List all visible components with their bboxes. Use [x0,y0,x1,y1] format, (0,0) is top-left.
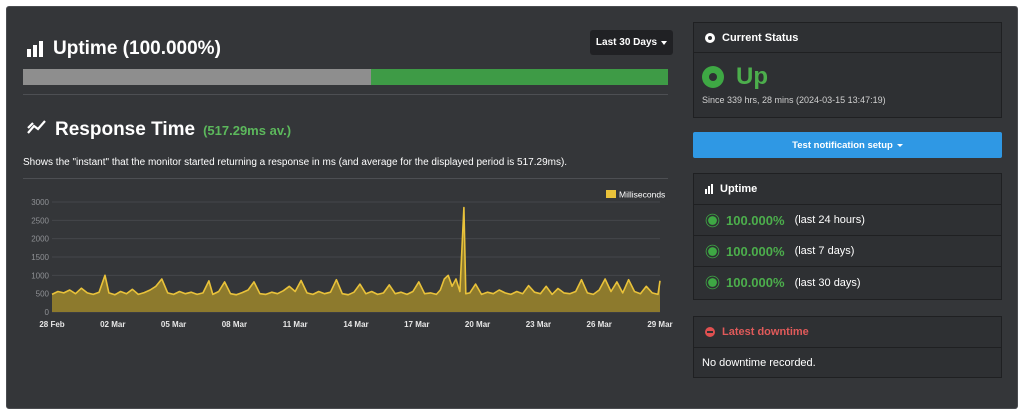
uptime-title: Uptime (100.000%) [53,38,221,59]
uptime-panel-title: Uptime [720,183,758,195]
y-tick-label: 1500 [31,253,49,262]
status-since: Since 339 hrs, 28 mins (2024-03-15 13:47… [702,95,886,105]
uptime-period: (last 24 hours) [794,214,865,226]
legend-swatch [606,190,616,198]
series-area [52,207,660,312]
minus-circle-icon [705,327,715,337]
y-tick-label: 500 [36,290,50,299]
uptime-row: 100.000% (last 30 days) [694,267,1001,298]
range-label: Last 30 Days [595,37,658,48]
response-time-chart: 0 500 1000 1500 2000 2500 3000 28 Feb 02 Mar 05 M… [31,190,672,330]
response-time-description: Shows the "instant" that the monitor sta… [23,157,568,168]
x-tick-label: 20 Mar [465,320,490,329]
y-tick-label: 2500 [31,216,49,225]
latest-downtime-title: Latest downtime [722,326,809,338]
uptime-bar-segment-grey [23,69,372,85]
caret-down-icon [896,143,903,147]
dot-circle-icon [705,32,715,43]
response-time-heading: Response Time (517.29ms av.) [27,119,291,141]
green-badge-icon [708,246,717,256]
x-tick-label: 17 Mar [404,320,429,329]
divider [23,178,668,179]
uptime-bar-segment-green [371,69,668,85]
response-time-title: Response Time [55,119,196,140]
test-notification-label: Test notification setup [792,139,893,151]
trend-line-icon [27,120,46,134]
uptime-period: (last 30 days) [794,276,861,289]
uptime-panel-header: Uptime [694,174,1001,205]
caret-down-icon [661,40,668,45]
status-row: Up [702,63,991,91]
response-time-average: (517.29ms av.) [203,123,292,138]
uptime-pct: 100.000% [726,275,785,290]
left-column: Uptime (100.000%) Last 30 Days Response … [22,7,674,407]
x-tick-label: 08 Mar [222,320,247,329]
legend-label: Milliseconds [619,190,665,200]
up-circle-icon [702,66,724,88]
current-status-title: Current Status [722,31,799,44]
current-status-panel: Current Status Up Since 339 hrs, 28 mins… [693,22,1002,118]
uptime-row: 100.000% (last 24 hours) [694,205,1001,236]
y-tick-label: 3000 [31,198,49,207]
latest-downtime-header: Latest downtime [694,317,1001,348]
x-tick-label: 26 Mar [587,320,612,329]
test-notification-button[interactable]: Test notification setup [693,132,1002,158]
uptime-pct: 100.000% [726,243,785,259]
series-line [51,206,661,296]
status-text: Up [736,63,768,90]
current-status-header: Current Status [694,23,1001,53]
x-tick-label: 23 Mar [526,320,551,329]
green-badge-icon [708,215,717,225]
uptime-heading: Uptime (100.000%) [27,38,221,60]
green-badge-icon [708,278,717,287]
current-status-body: Up Since 339 hrs, 28 mins (2024-03-15 13… [694,53,1001,105]
uptime-bar [23,69,668,85]
x-tick-label: 02 Mar [100,320,125,329]
latest-downtime-panel: Latest downtime No downtime recorded. [693,316,1002,378]
bar-chart-icon [27,41,43,57]
y-tick-label: 0 [45,308,50,317]
uptime-period: (last 7 days) [794,245,855,257]
uptime-row: 100.000% (last 7 days) [694,236,1001,267]
x-tick-label: 14 Mar [343,320,368,329]
y-tick-label: 1000 [31,271,49,280]
range-dropdown-button[interactable]: Last 30 Days [590,30,673,55]
uptime-panel: Uptime 100.000% (last 24 hours) 100.000%… [693,173,1002,300]
divider [23,94,668,95]
x-tick-label: 28 Feb [39,320,64,329]
uptime-pct: 100.000% [726,212,785,228]
bar-chart-icon [705,184,713,194]
y-tick-label: 2000 [31,235,49,244]
x-tick-label: 05 Mar [161,320,186,329]
latest-downtime-text: No downtime recorded. [702,356,816,369]
x-tick-label: 29 Mar [647,320,672,329]
monitor-frame: Uptime (100.000%) Last 30 Days Response … [6,6,1018,409]
x-tick-label: 11 Mar [283,320,308,329]
